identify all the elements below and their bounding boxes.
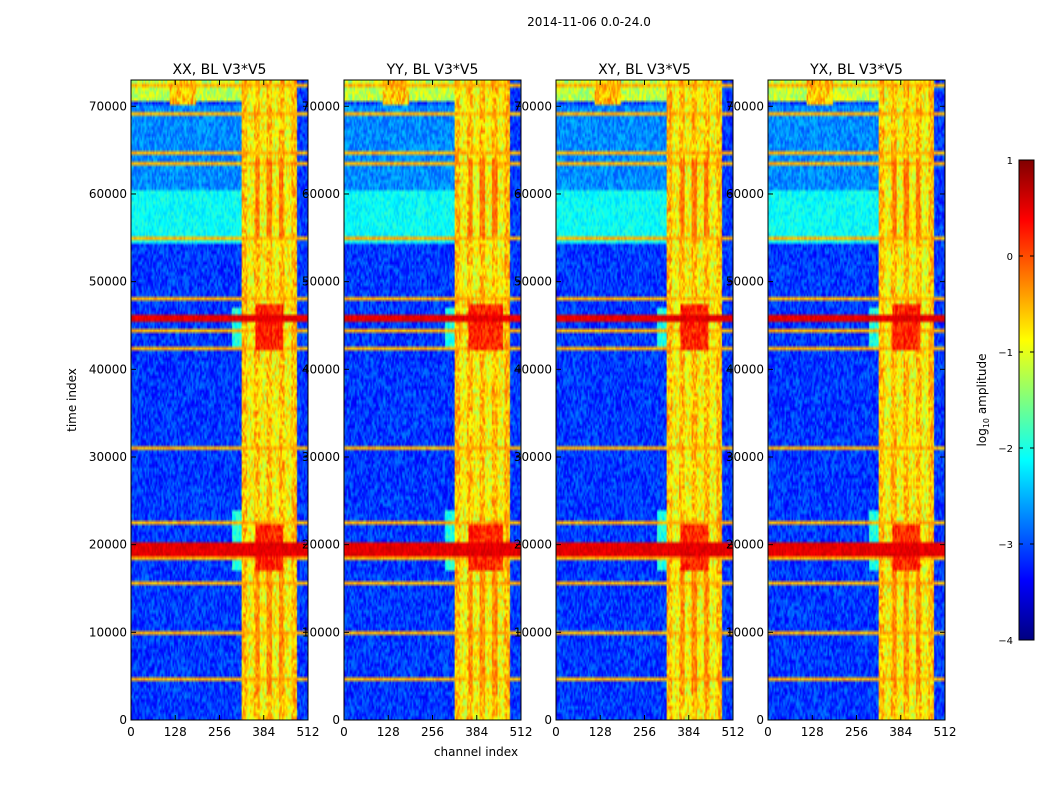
y-tick-label: 20000 (89, 538, 127, 552)
x-tick-label: 0 (340, 725, 348, 739)
panel-4: YX, BL V3*V5 0 128 256 384 512 0 10000 20000 3000… (726, 62, 957, 739)
colorbar-tick-label: −2 (998, 444, 1013, 455)
y-tick-label: 70000 (302, 99, 340, 113)
y-axis-label: time index (65, 368, 79, 432)
y-tick-label: 70000 (514, 99, 552, 113)
colorbar-tick-label: −4 (998, 636, 1013, 647)
y-tick-label: 20000 (514, 538, 552, 552)
panel-title: XY, BL V3*V5 (598, 62, 691, 78)
colorbar-label-rest: amplitude (975, 354, 989, 418)
y-tick-label: 40000 (302, 362, 340, 376)
x-axis-label: channel index (434, 745, 518, 759)
y-tick-label: 60000 (514, 187, 552, 201)
x-tick-label: 0 (552, 725, 560, 739)
panels: XX, BL V3*V5 0 128 256 384 512 0 10000 20000 3000… (89, 62, 957, 739)
x-tick-label: 128 (801, 725, 824, 739)
y-tick-label: 10000 (726, 625, 764, 639)
x-tick-label: 384 (252, 725, 275, 739)
x-tick-label: 256 (208, 725, 231, 739)
y-tick-label: 10000 (302, 625, 340, 639)
x-tick-label: 512 (510, 725, 533, 739)
y-tick-label: 10000 (89, 625, 127, 639)
y-tick-label: 70000 (89, 99, 127, 113)
colorbar-tick-label: 0 (1007, 252, 1013, 263)
colorbar: 10−1−2−3−4 log10 amplitude (975, 156, 1035, 647)
colorbar-tick-label: −1 (998, 348, 1013, 359)
x-tick-label: 256 (633, 725, 656, 739)
y-tick-label: 10000 (514, 625, 552, 639)
y-tick-label: 0 (756, 713, 764, 727)
y-tick-label: 40000 (89, 362, 127, 376)
heatmap-image (344, 80, 521, 720)
x-tick-label: 512 (297, 725, 320, 739)
x-tick-label: 128 (589, 725, 612, 739)
y-tick-label: 60000 (302, 187, 340, 201)
panel-title: XX, BL V3*V5 (173, 62, 267, 78)
y-tick-label: 30000 (89, 450, 127, 464)
panel-title: YX, BL V3*V5 (809, 62, 903, 78)
x-tick-label: 512 (934, 725, 957, 739)
y-tick-label: 60000 (89, 187, 127, 201)
panel-3: XY, BL V3*V5 0 128 256 384 512 0 10000 20000 3000… (514, 62, 745, 739)
y-tick-label: 30000 (726, 450, 764, 464)
x-tick-label: 512 (722, 725, 745, 739)
y-tick-label: 0 (544, 713, 552, 727)
y-tick-label: 20000 (302, 538, 340, 552)
x-tick-label: 128 (164, 725, 187, 739)
y-tick-label: 50000 (302, 275, 340, 289)
y-tick-label: 70000 (726, 99, 764, 113)
colorbar-ticks: 1 0 −1 −2 −3 −4 (998, 156, 1034, 647)
colorbar-label-base: log (975, 428, 989, 446)
y-tick-label: 50000 (726, 275, 764, 289)
colorbar-label: log10 amplitude (975, 354, 991, 447)
y-tick-label: 50000 (514, 275, 552, 289)
x-tick-label: 256 (421, 725, 444, 739)
panel-2: YY, BL V3*V5 0 128 256 384 512 0 10000 20000 3000… (302, 62, 533, 739)
x-tick-label: 384 (889, 725, 912, 739)
figure-title: 2014-11-06 0.0-24.0 (527, 15, 651, 29)
colorbar-tick-label: −3 (998, 540, 1013, 551)
x-tick-label: 128 (377, 725, 400, 739)
panel-title: YY, BL V3*V5 (386, 62, 479, 78)
x-tick-label: 256 (845, 725, 868, 739)
x-tick-label: 0 (764, 725, 772, 739)
y-tick-label: 30000 (514, 450, 552, 464)
colorbar-label-sub: 10 (982, 418, 991, 428)
y-tick-label: 40000 (726, 362, 764, 376)
x-tick-label: 384 (677, 725, 700, 739)
heatmap-image (131, 80, 308, 720)
y-tick-label: 0 (119, 713, 127, 727)
y-tick-label: 20000 (726, 538, 764, 552)
panel-1: XX, BL V3*V5 0 128 256 384 512 0 10000 20000 3000… (89, 62, 320, 739)
x-tick-label: 384 (465, 725, 488, 739)
y-tick-label: 40000 (514, 362, 552, 376)
colorbar-tick-label: 1 (1007, 156, 1013, 167)
y-tick-label: 30000 (302, 450, 340, 464)
heatmap-image (556, 80, 733, 720)
heatmap-image (768, 80, 945, 720)
y-tick-label: 0 (332, 713, 340, 727)
y-tick-label: 60000 (726, 187, 764, 201)
colorbar-gradient (1018, 159, 1035, 641)
y-tick-label: 50000 (89, 275, 127, 289)
x-tick-label: 0 (127, 725, 135, 739)
